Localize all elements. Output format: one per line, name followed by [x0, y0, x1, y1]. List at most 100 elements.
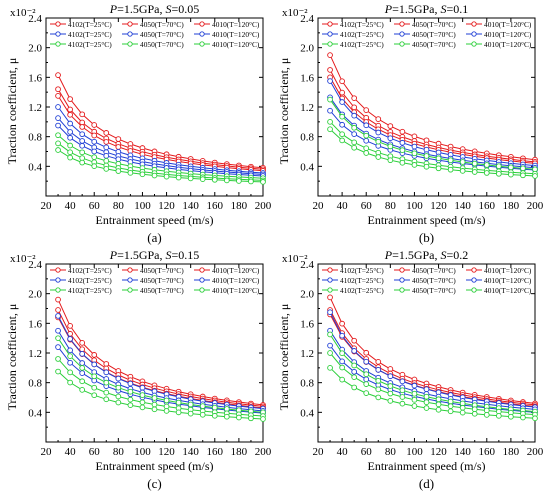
- data-point: [103, 158, 110, 164]
- data-point: [91, 352, 98, 358]
- legend: 4102(T=25°C) 4050(T=70°C) 4010(T=120°C) 410…: [322, 20, 532, 49]
- data-point: [115, 384, 122, 391]
- data-point: [339, 121, 345, 128]
- legend-label: 4102(T=25°C): [68, 20, 112, 29]
- data-point: [351, 104, 358, 111]
- data-point: [423, 393, 430, 400]
- data-point: [103, 369, 110, 376]
- x-tick-label: 160: [479, 446, 496, 458]
- x-tick-label: 180: [503, 200, 520, 212]
- data-point: [399, 159, 406, 166]
- data-point: [339, 113, 345, 120]
- series-line: [57, 134, 264, 179]
- data-point: [435, 406, 442, 413]
- legend-marker: [199, 267, 205, 273]
- y-tick-label: 1.6: [300, 318, 314, 330]
- data-point: [411, 133, 418, 140]
- data-point: [399, 128, 406, 135]
- series-line: [329, 345, 536, 413]
- x-tick-label: 80: [113, 200, 125, 212]
- x-tick-label: 140: [182, 200, 199, 212]
- data-point: [375, 138, 382, 145]
- data-point: [67, 353, 73, 359]
- data-point: [339, 358, 345, 365]
- x-tick-label: 200: [255, 446, 272, 458]
- data-point: [351, 348, 358, 354]
- data-point: [91, 392, 98, 399]
- legend-marker: [127, 287, 133, 293]
- legend-label: 4050(T=70°C): [412, 40, 456, 49]
- chart-title: P=1.5GPa, S=0.15: [109, 248, 200, 262]
- data-point: [115, 399, 122, 406]
- data-point: [339, 99, 345, 105]
- data-point: [115, 393, 122, 400]
- legend-label: 4050(T=70°C): [412, 266, 456, 275]
- data-point: [363, 349, 370, 356]
- data-point: [55, 140, 61, 147]
- legend-label: 4102(T=25°C): [340, 286, 384, 295]
- data-point: [363, 376, 370, 383]
- data-point: [423, 153, 430, 159]
- legend-marker: [327, 277, 333, 283]
- legend-marker: [127, 277, 133, 283]
- series-line: [57, 88, 264, 170]
- data-point: [387, 398, 394, 404]
- data-point: [55, 72, 61, 78]
- data-point: [139, 404, 146, 411]
- data-point: [91, 154, 98, 161]
- legend: 4102(T=25°C) 4050(T=70°C) 4010(T=120°C) 410…: [322, 266, 532, 295]
- data-point: [351, 374, 358, 381]
- series-line: [57, 315, 264, 410]
- data-point: [79, 111, 86, 118]
- x-tick-label: 160: [207, 200, 224, 212]
- legend-label: 4010(T=120°C): [484, 30, 532, 39]
- legend-marker: [327, 287, 333, 293]
- x-tick-label: 20: [41, 446, 53, 458]
- legend-marker: [55, 277, 61, 283]
- x-tick-label: 120: [158, 200, 175, 212]
- data-point: [435, 165, 442, 172]
- data-point: [471, 406, 478, 413]
- data-point: [79, 360, 86, 366]
- data-point: [399, 139, 406, 146]
- legend-label: 4050(T=70°C): [140, 40, 184, 49]
- data-point: [351, 144, 358, 151]
- data-point: [327, 52, 333, 58]
- x-tick-label: 140: [182, 446, 199, 458]
- data-point: [187, 175, 194, 182]
- legend-marker: [55, 287, 61, 293]
- data-point: [339, 78, 345, 85]
- data-point: [127, 380, 134, 387]
- legend-marker: [55, 21, 61, 27]
- data-point: [248, 178, 254, 185]
- x-tick-label: 160: [207, 446, 224, 458]
- y-axis-label: Traction coefficient, μ: [5, 58, 19, 165]
- data-point: [339, 320, 345, 327]
- legend-marker: [399, 287, 405, 293]
- data-point: [459, 404, 466, 411]
- y-tick-label: 0.4: [300, 161, 314, 173]
- data-point: [55, 368, 61, 375]
- legend-marker: [55, 41, 61, 47]
- legend-label: 4010(T=120°C): [484, 20, 532, 29]
- x-axis-label: Entrainment speed (m/s): [368, 213, 486, 227]
- legend-marker: [471, 267, 477, 273]
- data-point: [67, 379, 73, 386]
- data-point: [139, 171, 146, 178]
- data-point: [447, 408, 454, 415]
- data-point: [115, 144, 122, 150]
- panel-label: (c): [147, 476, 161, 491]
- data-point: [423, 399, 430, 406]
- data-point: [175, 399, 182, 406]
- series-line: [329, 352, 536, 416]
- data-point: [79, 159, 86, 166]
- data-point: [375, 366, 382, 373]
- x-tick-label: 160: [479, 200, 496, 212]
- y-tick-label: 2.0: [300, 43, 314, 55]
- data-point: [351, 112, 358, 119]
- data-point: [79, 387, 86, 393]
- data-point: [67, 134, 73, 141]
- data-point: [508, 164, 514, 171]
- data-point: [411, 150, 418, 157]
- legend-label: 4050(T=70°C): [412, 286, 456, 295]
